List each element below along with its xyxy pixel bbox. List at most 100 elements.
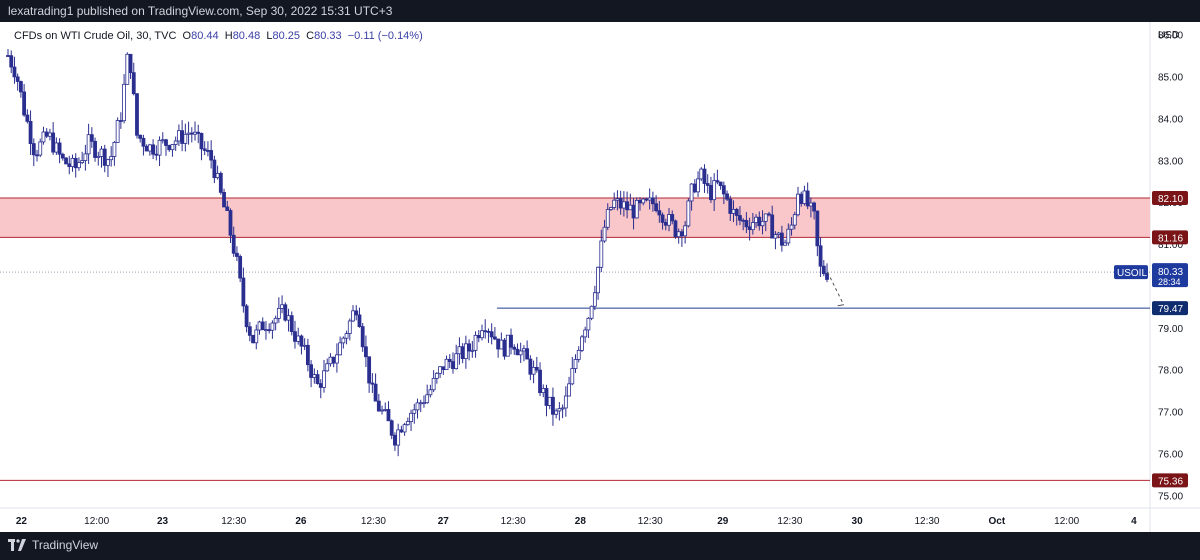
legend-instrument: CFDs on WTI Crude Oil, 30, TVC (14, 30, 177, 42)
candle-body (525, 348, 530, 360)
candle-body (357, 314, 362, 327)
candle-body (773, 234, 778, 239)
candle-body (144, 145, 149, 152)
candle-body (625, 201, 629, 211)
candle-body (473, 334, 478, 351)
candle-body (779, 232, 784, 246)
candle-body (115, 120, 120, 143)
candle-body (283, 304, 288, 321)
candle-body (792, 214, 797, 226)
publish-header: lexatrading1 published on TradingView.co… (0, 0, 1200, 22)
candle-body (206, 150, 210, 152)
candle-body (502, 339, 507, 357)
candle-body (650, 197, 655, 205)
candle-body (825, 273, 829, 280)
time-tick-label: 12:00 (1054, 516, 1079, 527)
candle-body (480, 330, 484, 339)
price-chart[interactable]: USD75.0076.0077.0078.0079.0081.0082.0083… (0, 22, 1200, 532)
candle-body (167, 145, 172, 151)
candle-body (808, 202, 813, 207)
candle-body (367, 356, 372, 384)
candle-body (486, 330, 491, 333)
candle-body (389, 420, 394, 436)
candle-body (360, 326, 365, 348)
brand-name: TradingView (32, 538, 99, 552)
candle-body (344, 333, 349, 339)
candle-body (218, 172, 223, 193)
candle-body (176, 130, 181, 142)
candle-body (325, 363, 330, 372)
candle-body (93, 140, 97, 158)
candle-body (141, 137, 146, 147)
candle-body (709, 185, 713, 201)
legend-high: 80.48 (232, 30, 261, 42)
candle-body (738, 215, 742, 221)
zone-upper-price-label: 82.10 (1158, 194, 1183, 205)
candle-body (821, 265, 826, 274)
candle-body (260, 321, 265, 331)
candle-body (799, 193, 804, 204)
current-price-bg (1152, 263, 1188, 288)
time-tick-label: 26 (295, 516, 307, 527)
candle-body (470, 349, 475, 352)
candle-body (118, 120, 123, 122)
candle-body (215, 172, 220, 179)
candle-body (763, 213, 768, 222)
time-tick-label: 12:30 (221, 516, 246, 527)
candle-body (447, 358, 452, 362)
legend-close: 80.33 (314, 30, 342, 42)
candle-body (405, 421, 410, 426)
candle-body (399, 429, 404, 433)
candle-body (415, 402, 420, 411)
candle-body (112, 142, 117, 157)
candle-body (376, 400, 381, 412)
candle-body (264, 329, 268, 332)
candle-body (676, 231, 681, 238)
candle-body (583, 329, 588, 338)
candle-body (238, 256, 243, 279)
candle-body (612, 199, 617, 208)
price-tick-label: 85.00 (1158, 72, 1183, 83)
time-tick-label: 12:30 (914, 516, 939, 527)
countdown-label: 28:34 (1158, 277, 1181, 287)
legend-close-label: C (306, 30, 315, 42)
price-tick-label: 83.00 (1158, 156, 1183, 167)
candle-body (380, 409, 384, 412)
chart-panel[interactable]: USD75.0076.0077.0078.0079.0081.0082.0083… (0, 22, 1200, 532)
candle-body (164, 139, 168, 146)
candle-body (554, 410, 559, 415)
time-tick-label: 22 (16, 516, 28, 527)
candle-body (818, 245, 823, 267)
candle-body (373, 383, 378, 402)
candle-body (364, 346, 368, 358)
candle-body (270, 322, 275, 331)
candle-body (157, 139, 162, 156)
candle-body (492, 336, 497, 340)
candle-body (509, 334, 513, 348)
candle-body (696, 178, 700, 193)
candle-body (512, 346, 517, 350)
candle-body (83, 153, 88, 161)
candle-body (276, 308, 281, 319)
candle-body (805, 190, 810, 207)
tradingview-logo[interactable]: TradingView (8, 538, 98, 552)
candle-body (80, 160, 85, 163)
candle-body (560, 407, 565, 410)
candle-body (383, 409, 388, 411)
candle-body (770, 214, 775, 239)
candle-body (6, 55, 10, 57)
candle-body (515, 348, 520, 356)
candle-body (273, 317, 278, 324)
candle-body (489, 331, 494, 338)
candle-body (154, 153, 159, 156)
candle-body (196, 131, 201, 134)
zone-lower-price-label-bg (1152, 230, 1188, 245)
time-tick-label: 29 (717, 516, 729, 527)
candle-body (586, 317, 591, 331)
candle-body (760, 220, 765, 227)
price-tick-label: 77.00 (1158, 408, 1183, 419)
candle-body (293, 331, 297, 342)
candle-body (64, 157, 68, 165)
candle-body (54, 142, 59, 153)
price-tick-label: 79.00 (1158, 324, 1183, 335)
